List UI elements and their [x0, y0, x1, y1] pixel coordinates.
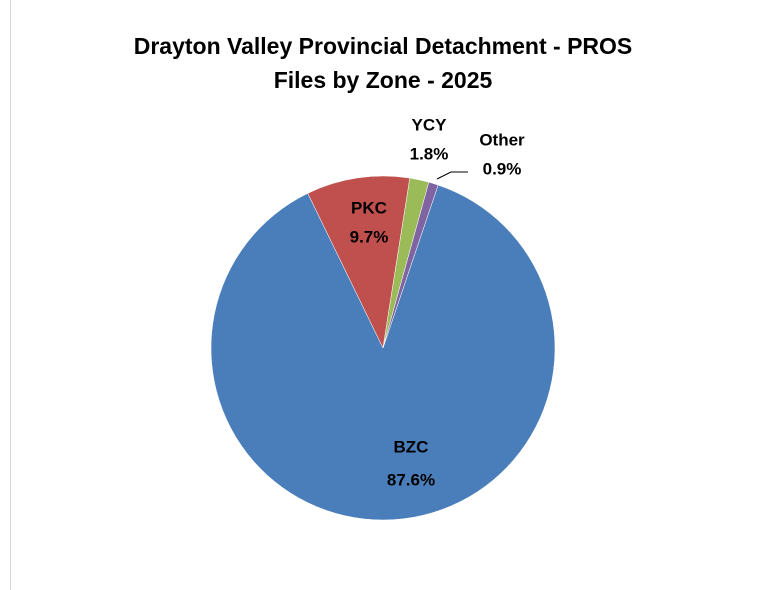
- pie-slice: [307, 175, 411, 349]
- slice-label: BZC: [394, 437, 429, 456]
- chart-title: Files by Zone - 2025: [274, 67, 493, 93]
- slice-value-label: 87.6%: [387, 470, 435, 489]
- slice-label: YCY: [412, 115, 448, 134]
- slice-value-label: 1.8%: [410, 144, 449, 163]
- pie-slice: [382, 181, 439, 349]
- slice-label: Other: [479, 130, 525, 149]
- slice-value-label: 9.7%: [350, 227, 389, 246]
- pie-slice: [210, 184, 556, 521]
- chart-title: Drayton Valley Provincial Detachment - P…: [134, 33, 633, 59]
- leader-line: [436, 171, 452, 180]
- slice-label: PKC: [351, 198, 387, 217]
- slice-value-label: 0.9%: [483, 159, 522, 178]
